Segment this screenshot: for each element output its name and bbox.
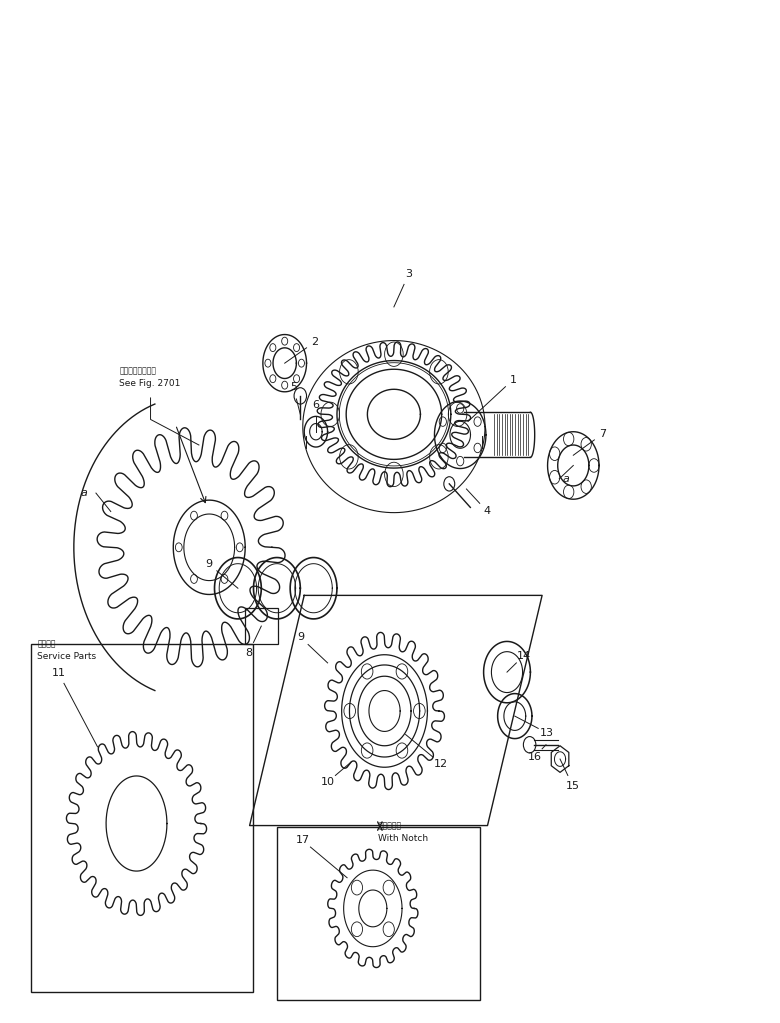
Text: 15: 15 bbox=[566, 781, 580, 791]
Text: 12: 12 bbox=[434, 758, 448, 768]
Text: 1: 1 bbox=[509, 374, 516, 385]
Text: 8: 8 bbox=[245, 648, 252, 658]
Bar bbox=[245, 608, 278, 644]
Text: See Fig. 2701: See Fig. 2701 bbox=[119, 379, 181, 388]
Text: 14: 14 bbox=[517, 651, 531, 661]
Text: Service Parts: Service Parts bbox=[37, 652, 97, 661]
Text: 9: 9 bbox=[297, 632, 304, 642]
Text: 6: 6 bbox=[313, 400, 319, 410]
Text: 16: 16 bbox=[528, 752, 542, 761]
Text: 9: 9 bbox=[205, 560, 212, 569]
Text: 2: 2 bbox=[311, 337, 318, 347]
Text: 第２７４１図参照: 第２７４１図参照 bbox=[119, 366, 156, 375]
Text: 4: 4 bbox=[484, 506, 491, 517]
Text: a: a bbox=[562, 474, 569, 484]
Text: 補給部用: 補給部用 bbox=[37, 639, 56, 649]
Text: きり大き付: きり大き付 bbox=[378, 821, 402, 831]
Text: 13: 13 bbox=[540, 728, 554, 738]
Text: a: a bbox=[81, 488, 87, 498]
Text: 5: 5 bbox=[290, 383, 297, 393]
Text: 10: 10 bbox=[321, 777, 335, 787]
Text: 17: 17 bbox=[296, 836, 310, 845]
Text: 11: 11 bbox=[51, 668, 66, 678]
Text: 3: 3 bbox=[406, 269, 413, 279]
Text: 7: 7 bbox=[599, 429, 606, 439]
Bar bbox=[277, 827, 480, 1000]
Text: With Notch: With Notch bbox=[378, 834, 428, 843]
Bar bbox=[31, 644, 254, 992]
